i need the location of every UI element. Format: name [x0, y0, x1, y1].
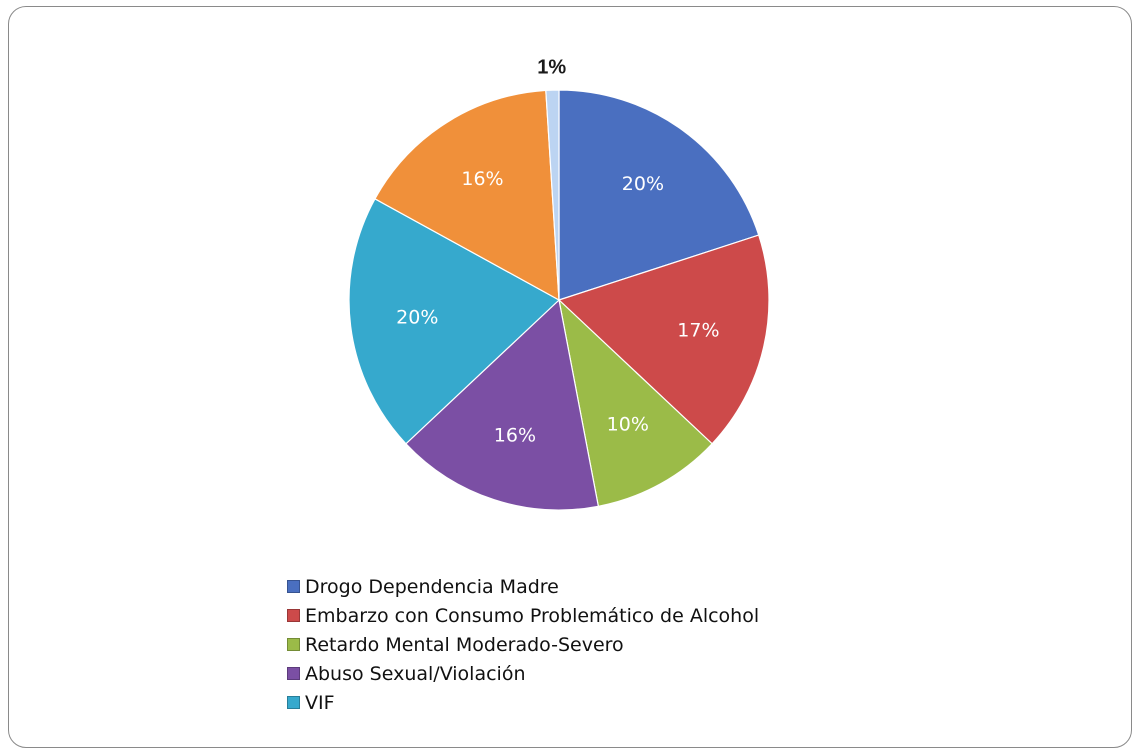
data-label-1: 17% — [677, 320, 719, 342]
data-label-3: 16% — [494, 424, 536, 446]
pie-chart: 20% 17% 10% 16% 20% 16% 1% — [348, 56, 770, 511]
data-label-5: 16% — [461, 168, 503, 190]
legend-swatch-drogo-dependencia — [287, 580, 300, 593]
pie-slice-3 — [405, 298, 600, 511]
pie-slice-5 — [374, 89, 560, 302]
legend-swatch-retardo-mental — [287, 638, 300, 651]
legend-item-vif: VIF — [287, 688, 759, 717]
pie-slice-6 — [545, 89, 560, 301]
pie-slice-1 — [557, 234, 770, 445]
legend-swatch-vif — [287, 696, 300, 709]
legend-label-vif: VIF — [305, 691, 335, 714]
pie-slice-2 — [558, 298, 713, 507]
pie-slice-0 — [558, 89, 760, 301]
legend-label-retardo-mental: Retardo Mental Moderado-Severo — [305, 633, 624, 656]
pie-slice-4 — [348, 198, 561, 445]
pie-slices — [348, 89, 770, 511]
legend: Drogo Dependencia Madre Embarzo con Cons… — [287, 572, 759, 717]
legend-item-retardo-mental: Retardo Mental Moderado-Severo — [287, 630, 759, 659]
data-label-2: 10% — [607, 414, 649, 436]
legend-item-abuso-sexual: Abuso Sexual/Violación — [287, 659, 759, 688]
chart-frame: 20% 17% 10% 16% 20% 16% 1% Drogo Dependencia M… — [8, 6, 1132, 748]
data-label-6: 1% — [537, 56, 566, 78]
legend-label-drogo-dependencia: Drogo Dependencia Madre — [305, 575, 559, 598]
data-label-0: 20% — [622, 173, 664, 195]
legend-swatch-embarzo-alcohol — [287, 609, 300, 622]
legend-label-abuso-sexual: Abuso Sexual/Violación — [305, 662, 526, 685]
legend-label-embarzo-alcohol: Embarzo con Consumo Problemático de Alco… — [305, 604, 760, 627]
legend-swatch-abuso-sexual — [287, 667, 300, 680]
pie-labels: 20% 17% 10% 16% 20% 16% 1% — [396, 56, 719, 446]
legend-item-drogo-dependencia: Drogo Dependencia Madre — [287, 572, 759, 601]
legend-item-embarzo-alcohol: Embarzo con Consumo Problemático de Alco… — [287, 601, 759, 630]
data-label-4: 20% — [396, 306, 438, 328]
